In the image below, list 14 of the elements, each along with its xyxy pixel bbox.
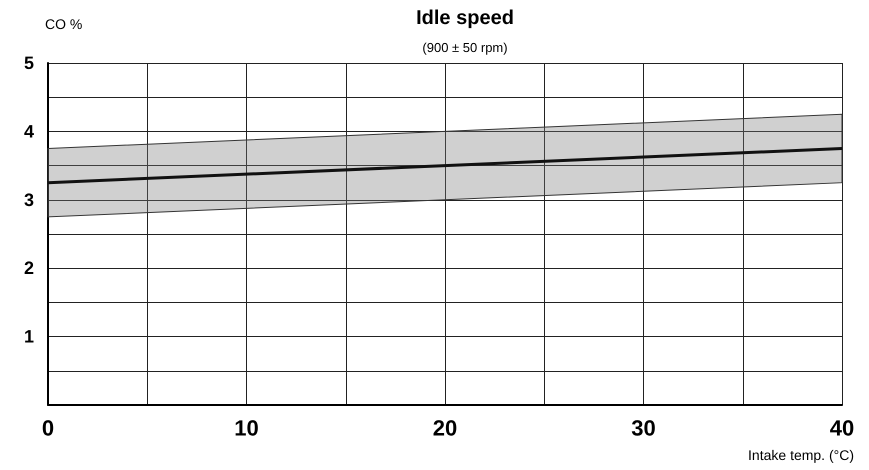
y-tick-label: 4 bbox=[24, 121, 34, 142]
chart-title: Idle speed bbox=[416, 7, 514, 29]
x-tick-label: 30 bbox=[631, 416, 656, 440]
x-tick-label: 20 bbox=[432, 416, 458, 440]
y-tick-label: 5 bbox=[24, 53, 34, 73]
y-tick-label: 2 bbox=[24, 258, 34, 278]
x-axis-title: Intake temp. (°C) bbox=[748, 447, 854, 463]
chart-subtitle: (900 ± 50 rpm) bbox=[422, 40, 508, 55]
y-tick-label: 3 bbox=[24, 190, 34, 210]
y-tick-label: 1 bbox=[24, 326, 34, 347]
x-tick-label: 10 bbox=[234, 416, 259, 440]
x-tick-label: 40 bbox=[830, 416, 854, 440]
y-axis-title: CO % bbox=[45, 16, 82, 32]
x-tick-label: 0 bbox=[42, 416, 54, 440]
